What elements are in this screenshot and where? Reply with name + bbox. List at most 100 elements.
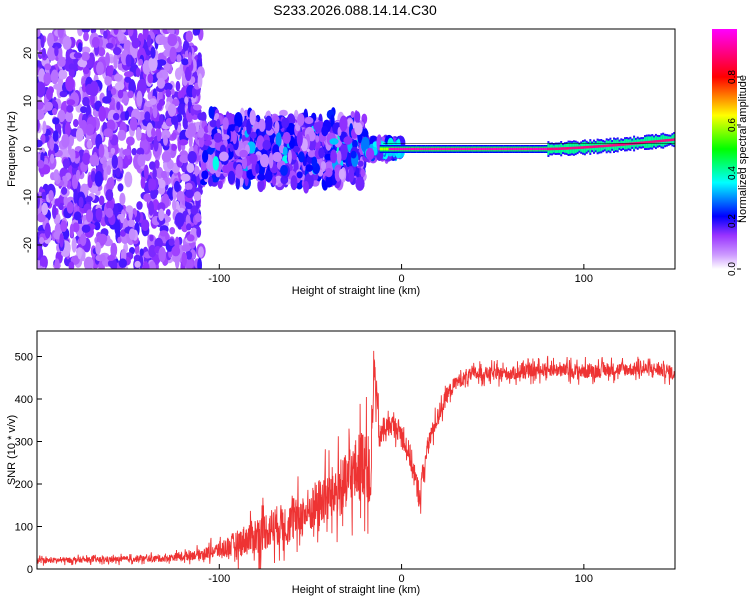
spectrogram-tone-core: [669, 138, 672, 142]
spectrogram-cell: [53, 169, 59, 182]
spectrogram-tone-core: [671, 138, 674, 142]
spectrogram-tone-core: [578, 146, 581, 149]
spectrogram-cell: [105, 52, 110, 67]
spectrogram-cell: [256, 135, 265, 151]
spectrogram-cell: [106, 65, 114, 77]
spectrogram-cell: [325, 167, 333, 178]
spectrogram-cell: [186, 234, 195, 242]
spectrogram-cell: [114, 73, 123, 82]
spectrogram-tone-core: [565, 147, 568, 150]
spectrogram-tone-core: [572, 146, 575, 150]
spectrogram-cell: [142, 29, 149, 40]
spectrogram-tone-core: [510, 147, 513, 151]
spectrogram-tone-core: [405, 147, 408, 151]
spectrogram-cell: [144, 111, 151, 122]
spectrogram-tone-core: [514, 147, 517, 151]
spectrogram-cell: [140, 176, 146, 189]
snr-y-tick-label: 200: [15, 479, 33, 491]
spectrogram-cell: [98, 195, 105, 206]
spectrogram-cell: [181, 58, 189, 66]
spectrogram-cell: [37, 193, 40, 209]
spectrogram-cell: [82, 96, 90, 107]
spectrogram-tone-core: [600, 144, 603, 148]
spectrogram-cell: [113, 29, 119, 35]
spectrogram-cell: [185, 189, 194, 199]
spectrogram-cell: [228, 124, 237, 132]
spectrogram-tone-core: [667, 138, 670, 142]
spectrogram-tone-core: [629, 142, 632, 146]
spectrogram-cell: [93, 221, 101, 231]
spectrogram-tone-core: [582, 146, 584, 149]
spectrogram-tone-core: [489, 147, 492, 151]
spectrogram-tone-core: [556, 147, 559, 151]
spectrogram-tone-core: [507, 147, 510, 151]
spectrogram-tone-core: [432, 147, 435, 151]
spectrogram-cell: [194, 213, 202, 223]
spectrogram-tone-core: [653, 140, 656, 143]
spectrogram-y-tick-label: -20: [22, 237, 34, 253]
spectrogram-cell: [82, 152, 91, 165]
spectrogram-cell: [106, 90, 112, 100]
colorbar-tick-label: 0.4: [727, 166, 738, 180]
spectrogram-x-tick-label: 0: [399, 273, 405, 285]
spectrogram-cell: [83, 31, 89, 42]
spectrogram-cell: [85, 209, 94, 223]
spectrogram-tone-core: [549, 147, 552, 151]
spectrogram-cell: [49, 137, 55, 151]
spectrogram-cell: [119, 31, 125, 41]
spectrogram-cell: [172, 199, 177, 211]
spectrogram-tone-core: [569, 146, 572, 150]
spectrogram-tone-core: [576, 146, 579, 150]
spectrogram-cell: [298, 151, 305, 163]
spectrogram-tone-core: [631, 142, 634, 145]
spectrogram-tone-core: [541, 147, 544, 151]
spectrogram-cell: [171, 132, 177, 140]
spectrogram-tone-core: [381, 147, 384, 151]
spectrogram-cell: [365, 147, 375, 161]
spectrogram-tone-core: [505, 147, 508, 151]
spectrogram-tone-core: [551, 147, 553, 151]
spectrogram-cell: [235, 176, 240, 190]
spectrogram-tone-core: [480, 147, 482, 151]
spectrogram-cell: [336, 150, 342, 164]
spectrogram-cell: [138, 58, 143, 66]
spectrogram-cell: [85, 83, 95, 96]
spectrogram-cell: [82, 66, 90, 75]
spectrogram-tone-core: [651, 140, 654, 144]
spectrogram-cell: [355, 176, 365, 191]
spectrogram-cell: [197, 112, 206, 121]
spectrogram-tone-core: [658, 139, 661, 143]
spectrogram-cell: [127, 219, 135, 227]
spectrogram-cell: [91, 36, 100, 49]
spectrogram-tone-core: [407, 147, 409, 151]
spectrogram-cell: [54, 198, 61, 207]
spectrogram-cell: [77, 42, 83, 53]
spectrogram-cell: [235, 163, 243, 179]
spectrogram-cell: [321, 125, 329, 137]
spectrogram-cell: [198, 246, 204, 258]
spectrogram-cell: [64, 121, 71, 137]
spectrogram-cell: [66, 99, 76, 106]
spectrogram-cell: [73, 188, 78, 204]
spectrogram-cell: [241, 170, 247, 180]
spectrogram-cell: [128, 228, 136, 240]
spectrogram-cell: [330, 149, 337, 164]
spectrogram-cell: [176, 54, 182, 63]
spectrogram-cell: [219, 151, 229, 162]
spectrogram-cell: [194, 29, 201, 36]
spectrogram-tone-core: [529, 147, 532, 151]
spectrogram-cell: [171, 116, 178, 125]
spectrogram-tone-core: [673, 138, 675, 141]
spectrogram-tone-core: [611, 144, 614, 147]
spectrogram-cell: [196, 226, 202, 238]
spectrogram-cell: [134, 260, 141, 268]
spectrogram-cell: [65, 110, 73, 123]
spectrogram-cell: [57, 56, 66, 68]
spectrogram-tone-core: [449, 147, 451, 151]
spectrogram-tone-core: [501, 147, 504, 151]
spectrogram-cell: [125, 54, 132, 67]
spectrogram-tone-core: [603, 144, 606, 148]
spectrogram-cell: [174, 212, 185, 228]
spectrogram-cell: [339, 145, 348, 161]
